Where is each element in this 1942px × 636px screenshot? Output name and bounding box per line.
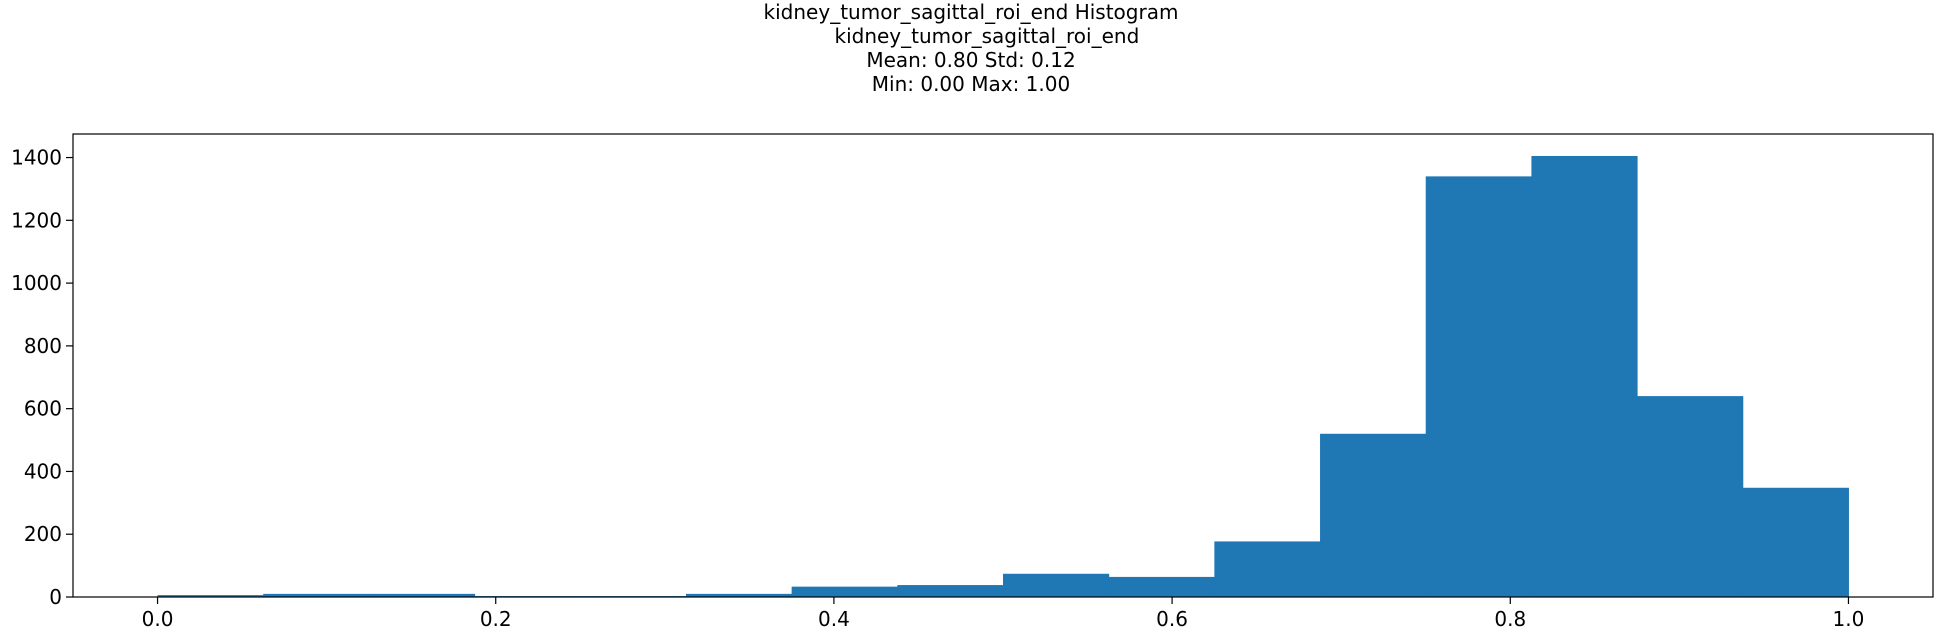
x-tick-label: 1.0: [1833, 607, 1865, 631]
y-tick-label: 800: [24, 334, 62, 358]
chart-title-block: kidney_tumor_sagittal_roi_end Histogram …: [0, 0, 1942, 96]
chart-subtitle-min-max: Min: 0.00 Max: 1.00: [871, 72, 1071, 96]
y-tick-label: 0: [49, 585, 62, 609]
histogram-bar: [263, 593, 370, 597]
x-axis-ticks: 0.0 0.2 0.4 0.6 0.8 1.0: [142, 597, 1865, 631]
histogram-bar: [1003, 573, 1110, 597]
y-axis-ticks: 0 200 400 600 800 1000 1200 1400: [11, 146, 73, 609]
x-tick-label: 0.0: [142, 607, 174, 631]
histogram-bar: [791, 586, 898, 597]
chart-title: kidney_tumor_sagittal_roi_end Histogram: [763, 0, 1179, 24]
histogram-bar: [1637, 396, 1744, 597]
y-tick-label: 1200: [11, 208, 62, 232]
x-tick-label: 0.8: [1494, 607, 1526, 631]
y-tick-label: 600: [24, 397, 62, 421]
chart-subtitle-variable: kidney_tumor_sagittal_roi_end: [802, 24, 1140, 48]
x-tick-label: 0.6: [1156, 607, 1188, 631]
y-tick-label: 200: [24, 522, 62, 546]
histogram-bar: [1108, 576, 1215, 597]
histogram-bar: [1531, 155, 1638, 597]
chart-subtitle-mean-std: Mean: 0.80 Std: 0.12: [866, 48, 1076, 72]
histogram-bar: [897, 585, 1004, 597]
histogram-bar: [368, 593, 476, 597]
y-tick-label: 400: [24, 459, 62, 483]
y-tick-label: 1400: [11, 146, 62, 170]
bars-group: [157, 155, 1849, 597]
histogram-bar: [1742, 487, 1849, 597]
x-tick-label: 0.4: [818, 607, 850, 631]
histogram-bar: [1214, 541, 1321, 597]
y-tick-label: 1000: [11, 271, 62, 295]
histogram-bar: [685, 593, 793, 597]
histogram-bar: [1425, 176, 1532, 597]
plot-frame: [72, 133, 1934, 598]
x-tick-label: 0.2: [480, 607, 512, 631]
histogram-bar: [157, 595, 264, 597]
histogram-bar: [1320, 433, 1427, 597]
